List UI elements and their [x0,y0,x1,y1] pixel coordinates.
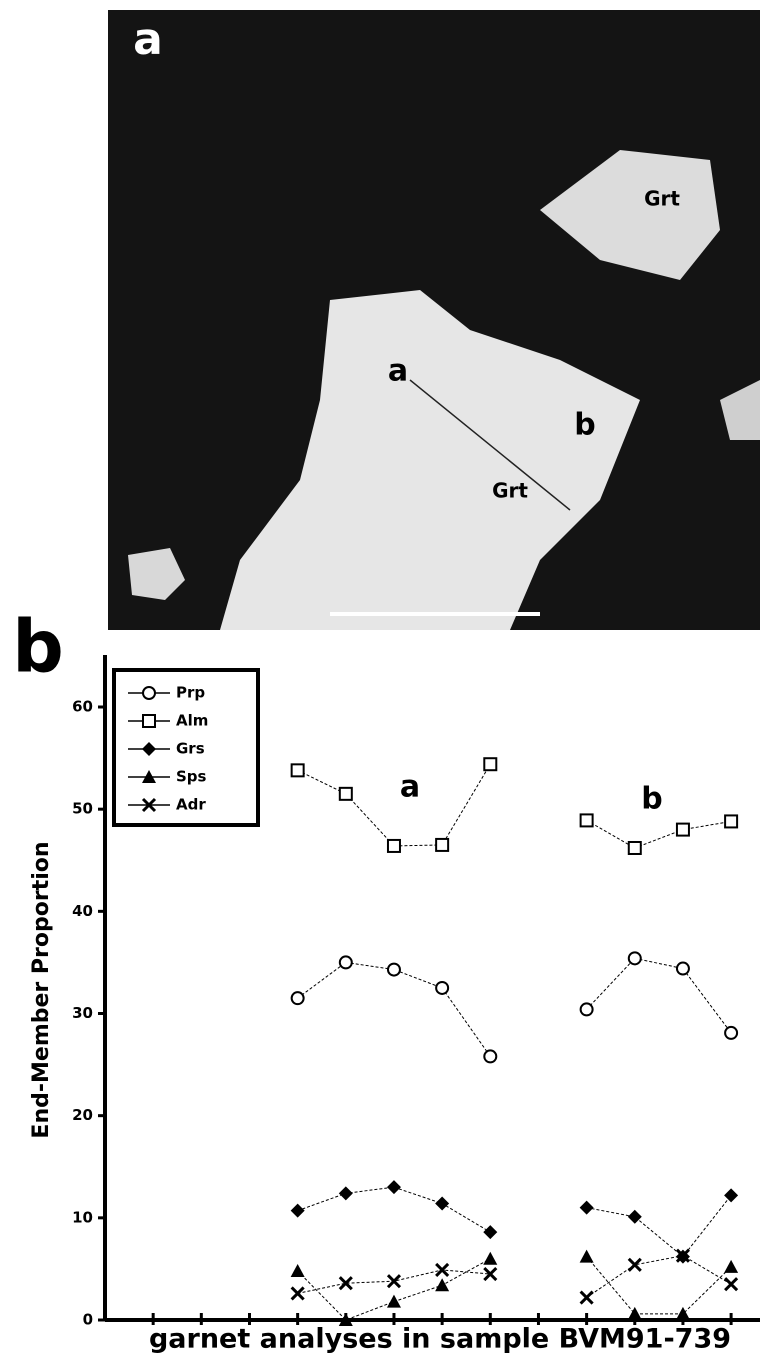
series-line [297,1186,732,1258]
point [675,822,690,837]
x-axis-title: garnet analyses in sample BVM91-739 [149,1324,731,1355]
point [338,1186,353,1201]
point [579,1249,594,1263]
legend-label: Prp [176,684,205,702]
series-line [297,1255,732,1298]
point [675,961,690,976]
y-tick-label: 40 [72,902,93,920]
point [627,840,642,855]
mineral-label: Grt [644,187,680,211]
point [724,1259,739,1273]
point [627,1306,642,1320]
point [435,837,450,852]
point [290,1286,305,1301]
panel-label: a [133,14,163,65]
point [724,1277,739,1292]
series-line [297,763,732,849]
point [627,951,642,966]
panel-label: b [12,605,64,689]
mineral-label: Grt [492,479,528,503]
point [338,1276,353,1291]
point [579,813,594,828]
grain [720,380,760,440]
point [483,757,498,772]
annotation: b [641,782,662,817]
point [675,1248,691,1263]
point [290,1203,305,1218]
y-axis-title: End-Member Proportion [29,841,54,1138]
point [338,955,353,970]
point [627,1257,642,1272]
point [338,1313,353,1326]
legend-marker [141,797,157,813]
legend-marker [142,714,156,728]
point [386,1294,401,1308]
traverse-label: a [388,354,408,389]
legend-marker [142,686,156,700]
legend-label: Sps [176,768,207,786]
legend-label: Grs [176,740,205,758]
point [386,1274,402,1289]
point [724,1025,739,1040]
point [386,1180,401,1195]
y-tick-label: 50 [72,800,93,818]
photo: a Grt Grt a b [108,10,760,630]
point [579,1290,594,1305]
point [724,1188,739,1203]
traverse-label: b [574,408,595,443]
point [435,1262,450,1278]
annotation: a [400,770,420,805]
traverse [409,379,571,511]
grain [540,150,720,280]
point [290,991,305,1006]
grain [220,290,640,630]
y-tick-label: 60 [72,698,93,716]
point [386,838,401,853]
point [435,980,450,995]
point [675,1306,690,1320]
point [338,786,353,801]
point [435,1278,450,1292]
point [579,1200,594,1215]
legend-label: Adr [176,796,206,814]
point [483,1266,498,1282]
point [483,1049,498,1064]
point [483,1225,498,1240]
point [724,814,739,829]
y-tick-label: 30 [72,1004,93,1022]
point [290,1263,305,1277]
series-line [297,957,732,1057]
legend-marker [142,770,156,783]
point [435,1196,450,1211]
y-tick-label: 10 [72,1208,93,1226]
point [627,1209,642,1224]
grain [128,548,185,600]
y-tick-label: 20 [72,1106,93,1124]
legend-box [112,668,260,827]
point [290,763,305,778]
point [386,962,401,977]
point [483,1251,498,1265]
legend-marker [142,742,156,756]
y-tick-label: 0 [83,1311,93,1329]
point [579,1002,594,1017]
legend-label: Alm [176,712,208,730]
series-line [297,1256,732,1321]
